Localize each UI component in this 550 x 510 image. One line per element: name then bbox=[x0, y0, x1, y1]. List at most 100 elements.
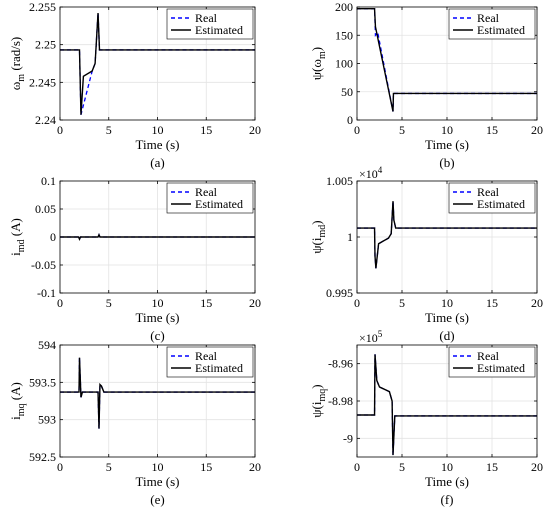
panel-label: (e) bbox=[150, 492, 164, 507]
x-tick-label: 10 bbox=[441, 123, 453, 137]
x-tick-label: 5 bbox=[106, 296, 112, 310]
y-tick-label: 1.005 bbox=[326, 174, 353, 188]
legend-label-real: Real bbox=[195, 349, 218, 363]
x-tick-label: 10 bbox=[441, 460, 453, 474]
legend-box bbox=[448, 346, 536, 378]
axis-exponent: ×105 bbox=[359, 329, 383, 345]
chart-panel-6: 0 5 10 15 20 -9 -8.98 -8.96 ×105 Time (s) (f) ψ(imq… bbox=[309, 329, 543, 507]
y-tick-label: 100 bbox=[335, 57, 353, 71]
x-tick-label: 0 bbox=[57, 296, 63, 310]
y-tick-label: 0.1 bbox=[41, 174, 56, 188]
x-tick-label: 0 bbox=[354, 123, 360, 137]
y-axis-label: ψ(ωm) bbox=[309, 47, 328, 80]
x-tick-label: 10 bbox=[441, 296, 453, 310]
legend-label-estimated: Estimated bbox=[195, 361, 243, 375]
legend-box bbox=[448, 8, 536, 40]
legend-label-estimated: Estimated bbox=[195, 197, 243, 211]
legend-label-real: Real bbox=[477, 11, 500, 25]
x-tick-label: 15 bbox=[486, 123, 498, 137]
panel-label: (d) bbox=[439, 328, 454, 343]
chart-panel-5: 0 5 10 15 20 592.5 593 593.5 594 Time (s) (e) imq (… bbox=[8, 338, 261, 507]
legend-label-real: Real bbox=[477, 185, 500, 199]
x-axis-label: Time (s) bbox=[425, 310, 469, 325]
series-group bbox=[60, 357, 255, 429]
x-tick-label: 0 bbox=[354, 296, 360, 310]
x-axis-label: Time (s) bbox=[425, 474, 469, 489]
y-tick-label: 592.5 bbox=[29, 450, 56, 464]
legend-box bbox=[166, 8, 254, 40]
series-line-estimated bbox=[357, 7, 537, 112]
y-tick-label: 0 bbox=[347, 113, 353, 127]
y-axis-label: imd (A) bbox=[8, 218, 27, 256]
series-line-estimated bbox=[357, 201, 537, 269]
y-tick-label: 200 bbox=[335, 0, 353, 14]
x-tick-label: 10 bbox=[152, 123, 164, 137]
series-line-estimated bbox=[60, 12, 255, 115]
y-tick-label: -8.96 bbox=[328, 357, 353, 371]
y-tick-label: 594 bbox=[38, 338, 56, 352]
y-tick-label: 1 bbox=[347, 230, 353, 244]
legend-label-estimated: Estimated bbox=[477, 361, 525, 375]
x-tick-label: 5 bbox=[106, 460, 112, 474]
x-tick-label: 20 bbox=[249, 460, 261, 474]
series-line-estimated bbox=[60, 232, 255, 242]
x-axis-label: Time (s) bbox=[136, 310, 180, 325]
y-tick-label: 2.24 bbox=[35, 113, 56, 127]
y-tick-label: -8.98 bbox=[328, 394, 353, 408]
x-tick-label: 20 bbox=[249, 296, 261, 310]
y-axis-label: ωm (rad/s) bbox=[8, 37, 27, 91]
series-line-estimated bbox=[60, 357, 255, 429]
x-tick-label: 0 bbox=[354, 460, 360, 474]
chart-panel-4: 0 5 10 15 20 0.995 1 1.005 ×104 Time (s) (d) ψ(imd)… bbox=[309, 165, 543, 343]
y-tick-label: -0.1 bbox=[37, 286, 56, 300]
legend-label-estimated: Estimated bbox=[477, 197, 525, 211]
series-group bbox=[60, 12, 255, 115]
x-tick-label: 0 bbox=[57, 123, 63, 137]
panel-label: (b) bbox=[439, 155, 454, 170]
series-group bbox=[60, 232, 255, 242]
legend-label-real: Real bbox=[477, 349, 500, 363]
y-axis-label: imq (A) bbox=[8, 382, 27, 420]
x-tick-label: 15 bbox=[486, 296, 498, 310]
legend-box bbox=[166, 346, 254, 378]
x-tick-label: 20 bbox=[531, 460, 543, 474]
y-tick-label: 2.245 bbox=[29, 75, 56, 89]
x-tick-label: 20 bbox=[531, 296, 543, 310]
x-tick-label: 5 bbox=[106, 123, 112, 137]
y-tick-label: 150 bbox=[335, 28, 353, 42]
x-tick-label: 5 bbox=[399, 296, 405, 310]
legend-label-real: Real bbox=[195, 185, 218, 199]
x-tick-label: 15 bbox=[200, 296, 212, 310]
x-axis-label: Time (s) bbox=[136, 474, 180, 489]
x-tick-label: 20 bbox=[249, 123, 261, 137]
x-axis-label: Time (s) bbox=[425, 137, 469, 152]
chart-panel-3: 0 5 10 15 20 -0.1 -0.05 0 0.05 0.1 Time (s) (c) imd … bbox=[8, 174, 261, 343]
panel-label: (c) bbox=[150, 328, 164, 343]
legend-label-estimated: Estimated bbox=[195, 23, 243, 37]
x-tick-label: 5 bbox=[399, 460, 405, 474]
y-tick-label: 0.05 bbox=[35, 202, 56, 216]
legend-label-real: Real bbox=[195, 11, 218, 25]
x-tick-label: 5 bbox=[399, 123, 405, 137]
series-group bbox=[357, 7, 537, 112]
y-tick-label: 50 bbox=[341, 85, 353, 99]
legend-box bbox=[448, 182, 536, 214]
x-axis-label: Time (s) bbox=[136, 137, 180, 152]
y-tick-label: 593.5 bbox=[29, 375, 56, 389]
x-tick-label: 10 bbox=[152, 296, 164, 310]
series-group bbox=[357, 201, 537, 269]
series-line-estimated bbox=[357, 354, 537, 456]
x-tick-label: 10 bbox=[152, 460, 164, 474]
chart-panel-1: 0 5 10 15 20 2.24 2.245 2.25 2.255 Time (s) (a) ωm … bbox=[8, 0, 261, 170]
panel-label: (a) bbox=[150, 155, 164, 170]
y-tick-label: 0 bbox=[50, 230, 56, 244]
y-tick-label: 0.995 bbox=[326, 286, 353, 300]
x-tick-label: 15 bbox=[200, 123, 212, 137]
